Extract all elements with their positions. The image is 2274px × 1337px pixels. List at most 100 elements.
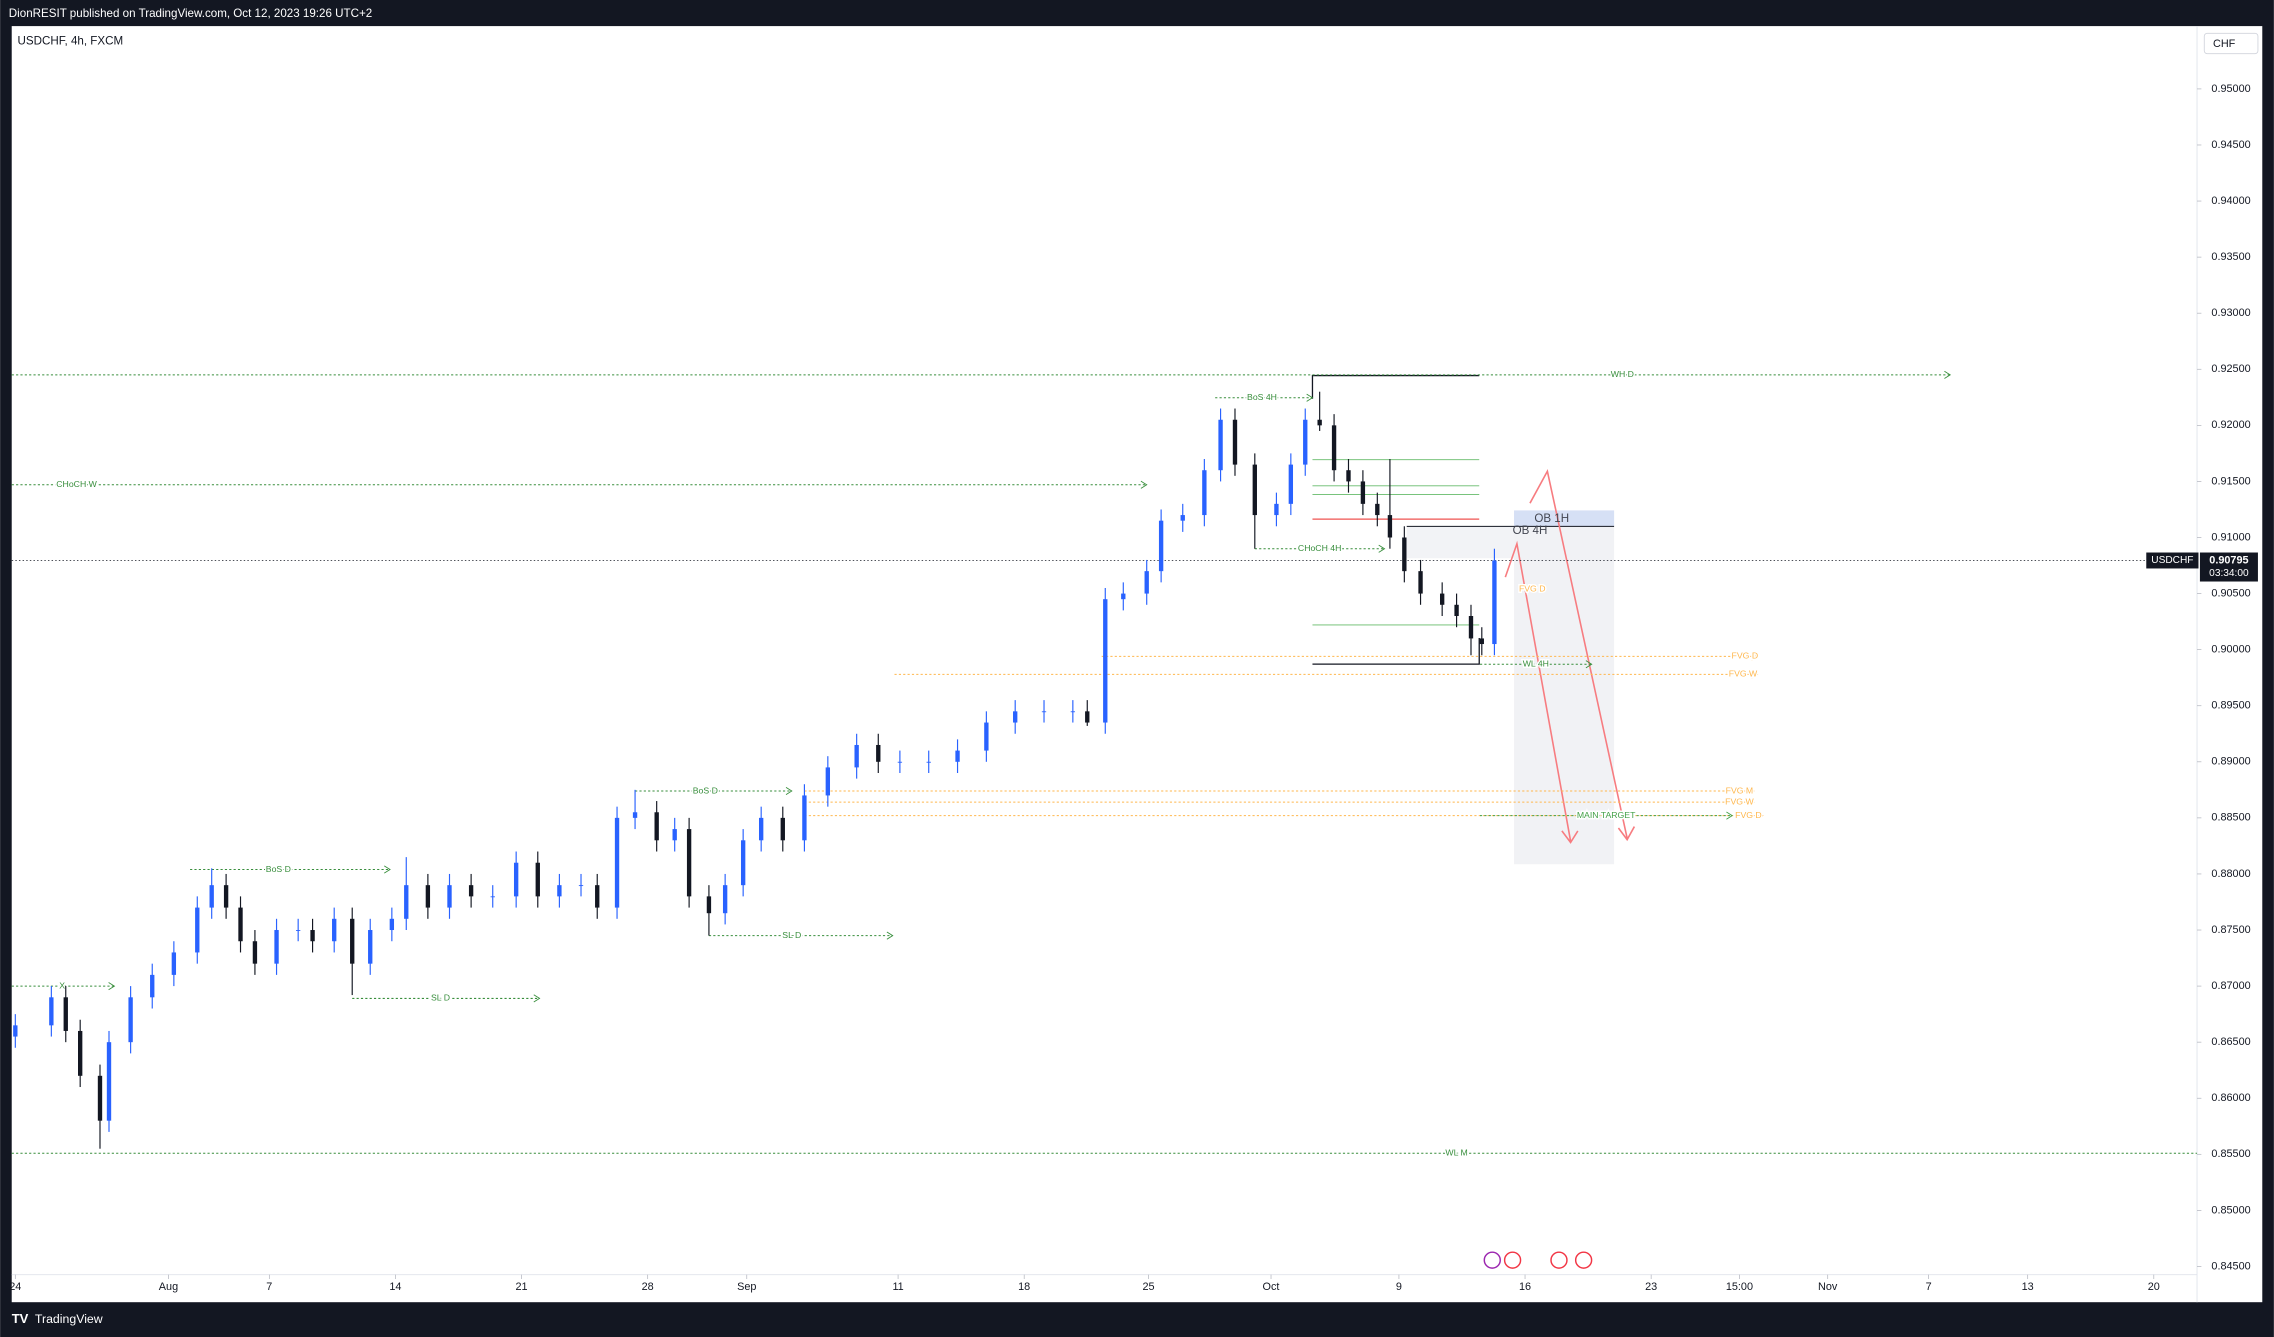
- chart-area: [11, 26, 2263, 1303]
- y-tick-label: 0.91000: [2211, 531, 2250, 543]
- annotation-arrow: [1306, 393, 1314, 402]
- x-tick-label: 11: [892, 1281, 903, 1293]
- candle-body: [595, 885, 600, 908]
- event-icon[interactable]: [1574, 1251, 1593, 1269]
- y-tick-label: 0.87500: [2211, 924, 2250, 936]
- symbol-badge: [2146, 552, 2199, 569]
- annotation-label: BoS D: [266, 864, 291, 874]
- currency-button[interactable]: [2203, 32, 2259, 55]
- candle-body: [78, 1030, 83, 1076]
- candle-body: [1479, 638, 1484, 645]
- candle-body: [1070, 711, 1076, 713]
- zone-label: OB 4H: [1513, 524, 1548, 537]
- candle-body: [223, 885, 229, 908]
- candle-body: [13, 1025, 18, 1037]
- candle-body: [614, 817, 620, 908]
- candle-body: [1468, 616, 1474, 639]
- annotation-label: SL D: [782, 930, 801, 940]
- candle-body: [310, 930, 315, 942]
- annotation-arrow: [886, 931, 894, 940]
- events: [1483, 1251, 1593, 1269]
- candle-body: [350, 918, 355, 964]
- brand: TradingView: [35, 1312, 103, 1326]
- y-tick-label: 0.93500: [2211, 251, 2250, 263]
- candle-body: [802, 795, 807, 841]
- x-tick-label: 16: [1519, 1281, 1531, 1293]
- annotation-label: MAIN TARGET: [1577, 810, 1636, 820]
- candle-body: [49, 997, 54, 1026]
- candle-body: [1288, 464, 1294, 504]
- annotation-arrow: [1726, 811, 1734, 820]
- candle-body: [1013, 711, 1018, 723]
- annotation-label: SL D: [431, 993, 450, 1003]
- annotation-arrow: [1751, 652, 1759, 661]
- publisher-line: DionRESIT published on TradingView.com, …: [9, 7, 372, 20]
- annotation-arrow: [384, 865, 391, 874]
- candle-body: [150, 974, 155, 998]
- candle-body: [404, 885, 409, 919]
- x-tick-label: 21: [516, 1281, 528, 1293]
- annotation-label: FVG W: [1729, 669, 1758, 679]
- range-lines: [1311, 374, 1480, 665]
- candle-body: [1375, 503, 1380, 516]
- y-tick-label: 0.88500: [2211, 812, 2250, 824]
- candle-body: [1274, 503, 1279, 516]
- annotation-arrow: [1756, 811, 1764, 820]
- candle-body: [780, 817, 785, 841]
- candle-body: [274, 930, 279, 964]
- price-badge-countdown: 03:34:00: [2209, 568, 2249, 579]
- candle-body: [63, 997, 68, 1031]
- currency-label[interactable]: CHF: [2213, 38, 2236, 50]
- candle-body: [557, 885, 562, 897]
- candle-body: [1041, 711, 1047, 713]
- candle-body: [740, 840, 746, 886]
- annotation-label: WL 4H: [1523, 659, 1549, 669]
- event-icon[interactable]: [1550, 1251, 1568, 1269]
- annotation-arrow: [108, 982, 116, 991]
- x-tick-label: Nov: [1818, 1281, 1838, 1293]
- y-tick-label: 0.92500: [2211, 363, 2250, 375]
- arrow: [1504, 540, 1579, 844]
- candle-body: [1085, 711, 1090, 723]
- annotation-label: CHoCH W: [56, 479, 97, 489]
- candle-body: [722, 885, 728, 914]
- candle-body: [171, 952, 177, 975]
- annotation-label: FVG D: [1732, 651, 1759, 661]
- y-tick-label: 0.93000: [2211, 307, 2250, 319]
- candle-body: [447, 885, 452, 908]
- event-icon[interactable]: [1483, 1251, 1501, 1269]
- annotation-arrow: [785, 786, 793, 795]
- y-tick-label: 0.89000: [2211, 756, 2250, 768]
- candle-body: [513, 862, 519, 897]
- candle-body: [128, 997, 133, 1043]
- candle-body: [1454, 604, 1459, 617]
- annotation-arrow: [1747, 798, 1755, 807]
- annotation-arrow: [1378, 544, 1386, 553]
- x-tick-label: 7: [266, 1281, 272, 1293]
- x-tick-label: 7: [1926, 1281, 1932, 1293]
- annotation-label: WH D: [1611, 369, 1634, 379]
- logo-mark: TV: [12, 1311, 29, 1326]
- candle-body: [825, 767, 831, 796]
- candle-body: [1158, 520, 1164, 572]
- candle-body: [672, 829, 677, 841]
- annotation-label: FVG W: [1725, 796, 1754, 806]
- x-tick-label: 15:00: [1726, 1281, 1753, 1293]
- event-icon[interactable]: [1503, 1251, 1522, 1269]
- candle-body: [195, 907, 200, 953]
- candle-body: [97, 1075, 103, 1121]
- annotation-label: BoS D: [693, 785, 718, 795]
- candle-body: [1252, 464, 1257, 516]
- x-tick-label: 14: [389, 1281, 401, 1293]
- candle-body: [209, 885, 214, 908]
- candle-body: [468, 885, 474, 897]
- level-lines: [1312, 459, 1480, 626]
- candle-body: [706, 896, 712, 914]
- y-tick-label: 0.94500: [2211, 139, 2250, 151]
- candle-body: [332, 918, 337, 942]
- y-tick-label: 0.92000: [2211, 419, 2250, 431]
- symbol-badge-label: USDCHF: [2151, 555, 2193, 566]
- y-tick-label: 0.87000: [2211, 980, 2250, 992]
- zone: [1406, 526, 1515, 559]
